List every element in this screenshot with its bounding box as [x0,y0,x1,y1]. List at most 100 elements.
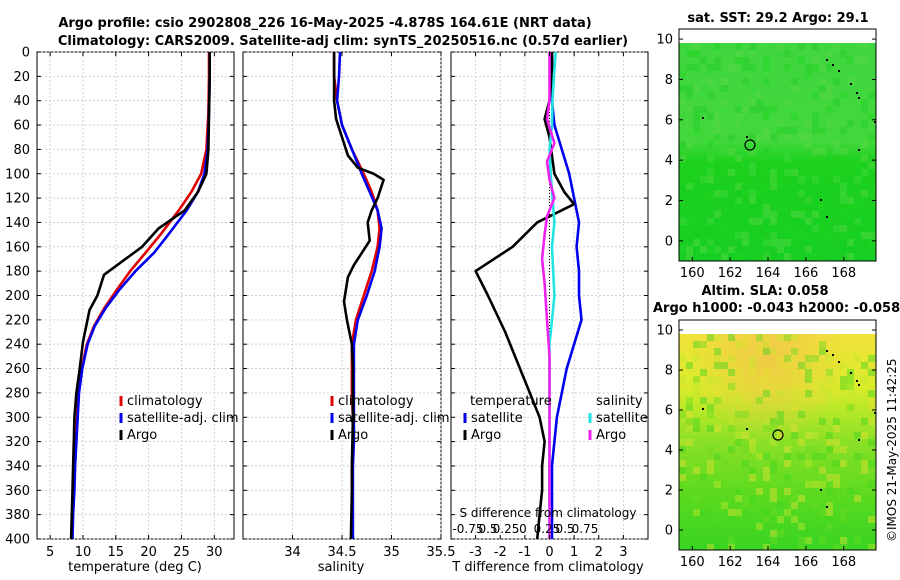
map-cell [819,481,826,488]
map-cell [798,362,805,369]
map-cell [833,446,840,453]
map-cell [840,362,847,369]
map-cell [777,516,784,523]
map-cell [735,376,742,383]
map-cell [826,537,833,544]
difference-legend: temperature salinity satellite Argo satellit… [463,394,648,443]
map-cell [826,516,833,523]
map-x-tick-label: 160 [680,266,705,281]
map-cell [812,232,819,239]
map-cell [805,355,812,362]
map-cell [784,239,791,246]
map-cell [854,397,861,404]
map-cell [770,509,777,516]
map-cell [749,120,756,127]
y-tick-label: 320 [5,435,30,450]
map-cell [826,509,833,516]
x-tick-label: 1 [570,545,578,560]
map-cell [798,474,805,481]
map-cell [756,397,763,404]
map-cell [840,232,847,239]
map-cell [763,183,770,190]
map-y-tick-label: 10 [656,324,673,339]
x-tick-label: 10 [75,545,92,560]
island-mark [874,121,876,123]
map-cell [770,106,777,113]
map-cell [812,43,819,50]
map-cell [847,225,854,232]
map-cell [777,362,784,369]
map-cell [742,404,749,411]
map-cell [749,439,756,446]
salinity-xlabel: salinity [318,560,365,575]
map-cell [805,197,812,204]
map-cell [756,523,763,530]
series-line-argo [332,52,385,540]
map-cell [714,113,721,120]
map-cell [756,376,763,383]
sla-map-title: Altim. SLA: 0.058 [702,284,829,299]
map-cell [791,516,798,523]
map-cell [749,446,756,453]
x-tick-label: 25 [173,545,190,560]
legend-group-title: temperature [470,394,552,409]
map-cell [693,537,700,544]
salinity-legend: climatology satellite-adj. clim Argo [330,394,450,443]
map-cell [840,211,847,218]
map-cell [840,446,847,453]
map-cell [763,544,770,550]
map-cell [749,162,756,169]
map-cell [770,232,777,239]
map-cell [805,362,812,369]
map-cell [826,460,833,467]
figure-title-line2: Climatology: CARS2009. Satellite-adj cli… [58,34,628,49]
map-cell [770,183,777,190]
map-cell [686,85,693,92]
map-cell [784,334,791,341]
map-cell [735,495,742,502]
map-cell [770,246,777,253]
map-cell [693,155,700,162]
temperature-xlabel: temperature (deg C) [68,560,202,575]
map-cell [700,169,707,176]
top-tick-label: 0.5 [478,522,497,536]
map-cell [840,148,847,155]
map-cell [784,460,791,467]
series-line-argo [69,52,211,540]
map-cell [763,253,770,260]
map-cell [686,425,693,432]
map-cell [707,218,714,225]
map-cell [749,169,756,176]
map-cell [861,155,868,162]
map-cell [707,50,714,57]
map-cell [868,516,875,523]
map-cell [847,376,854,383]
map-cell [770,176,777,183]
map-cell [728,369,735,376]
map-cell [833,204,840,211]
y-tick-label: 340 [5,459,30,474]
map-cell [819,341,826,348]
map-cell [728,537,735,544]
map-cell [868,190,875,197]
sla-map-top-gap [679,320,876,334]
map-cell [784,50,791,57]
map-cell [826,232,833,239]
map-cell [763,390,770,397]
map-cell [679,71,686,78]
map-cell [777,537,784,544]
map-cell [805,211,812,218]
map-cell [714,355,721,362]
map-cell [826,523,833,530]
map-cell [728,85,735,92]
sst-map-panel: sat. SST: 29.2 Argo: 29.1 160 162 164 166 16… [656,11,877,281]
map-cell [686,418,693,425]
island-mark [858,97,860,99]
map-cell [819,467,826,474]
map-cell [735,183,742,190]
map-cell [686,183,693,190]
map-cell [819,383,826,390]
map-cell [714,390,721,397]
series-line-sal_argo [540,52,556,539]
map-cell [833,460,840,467]
